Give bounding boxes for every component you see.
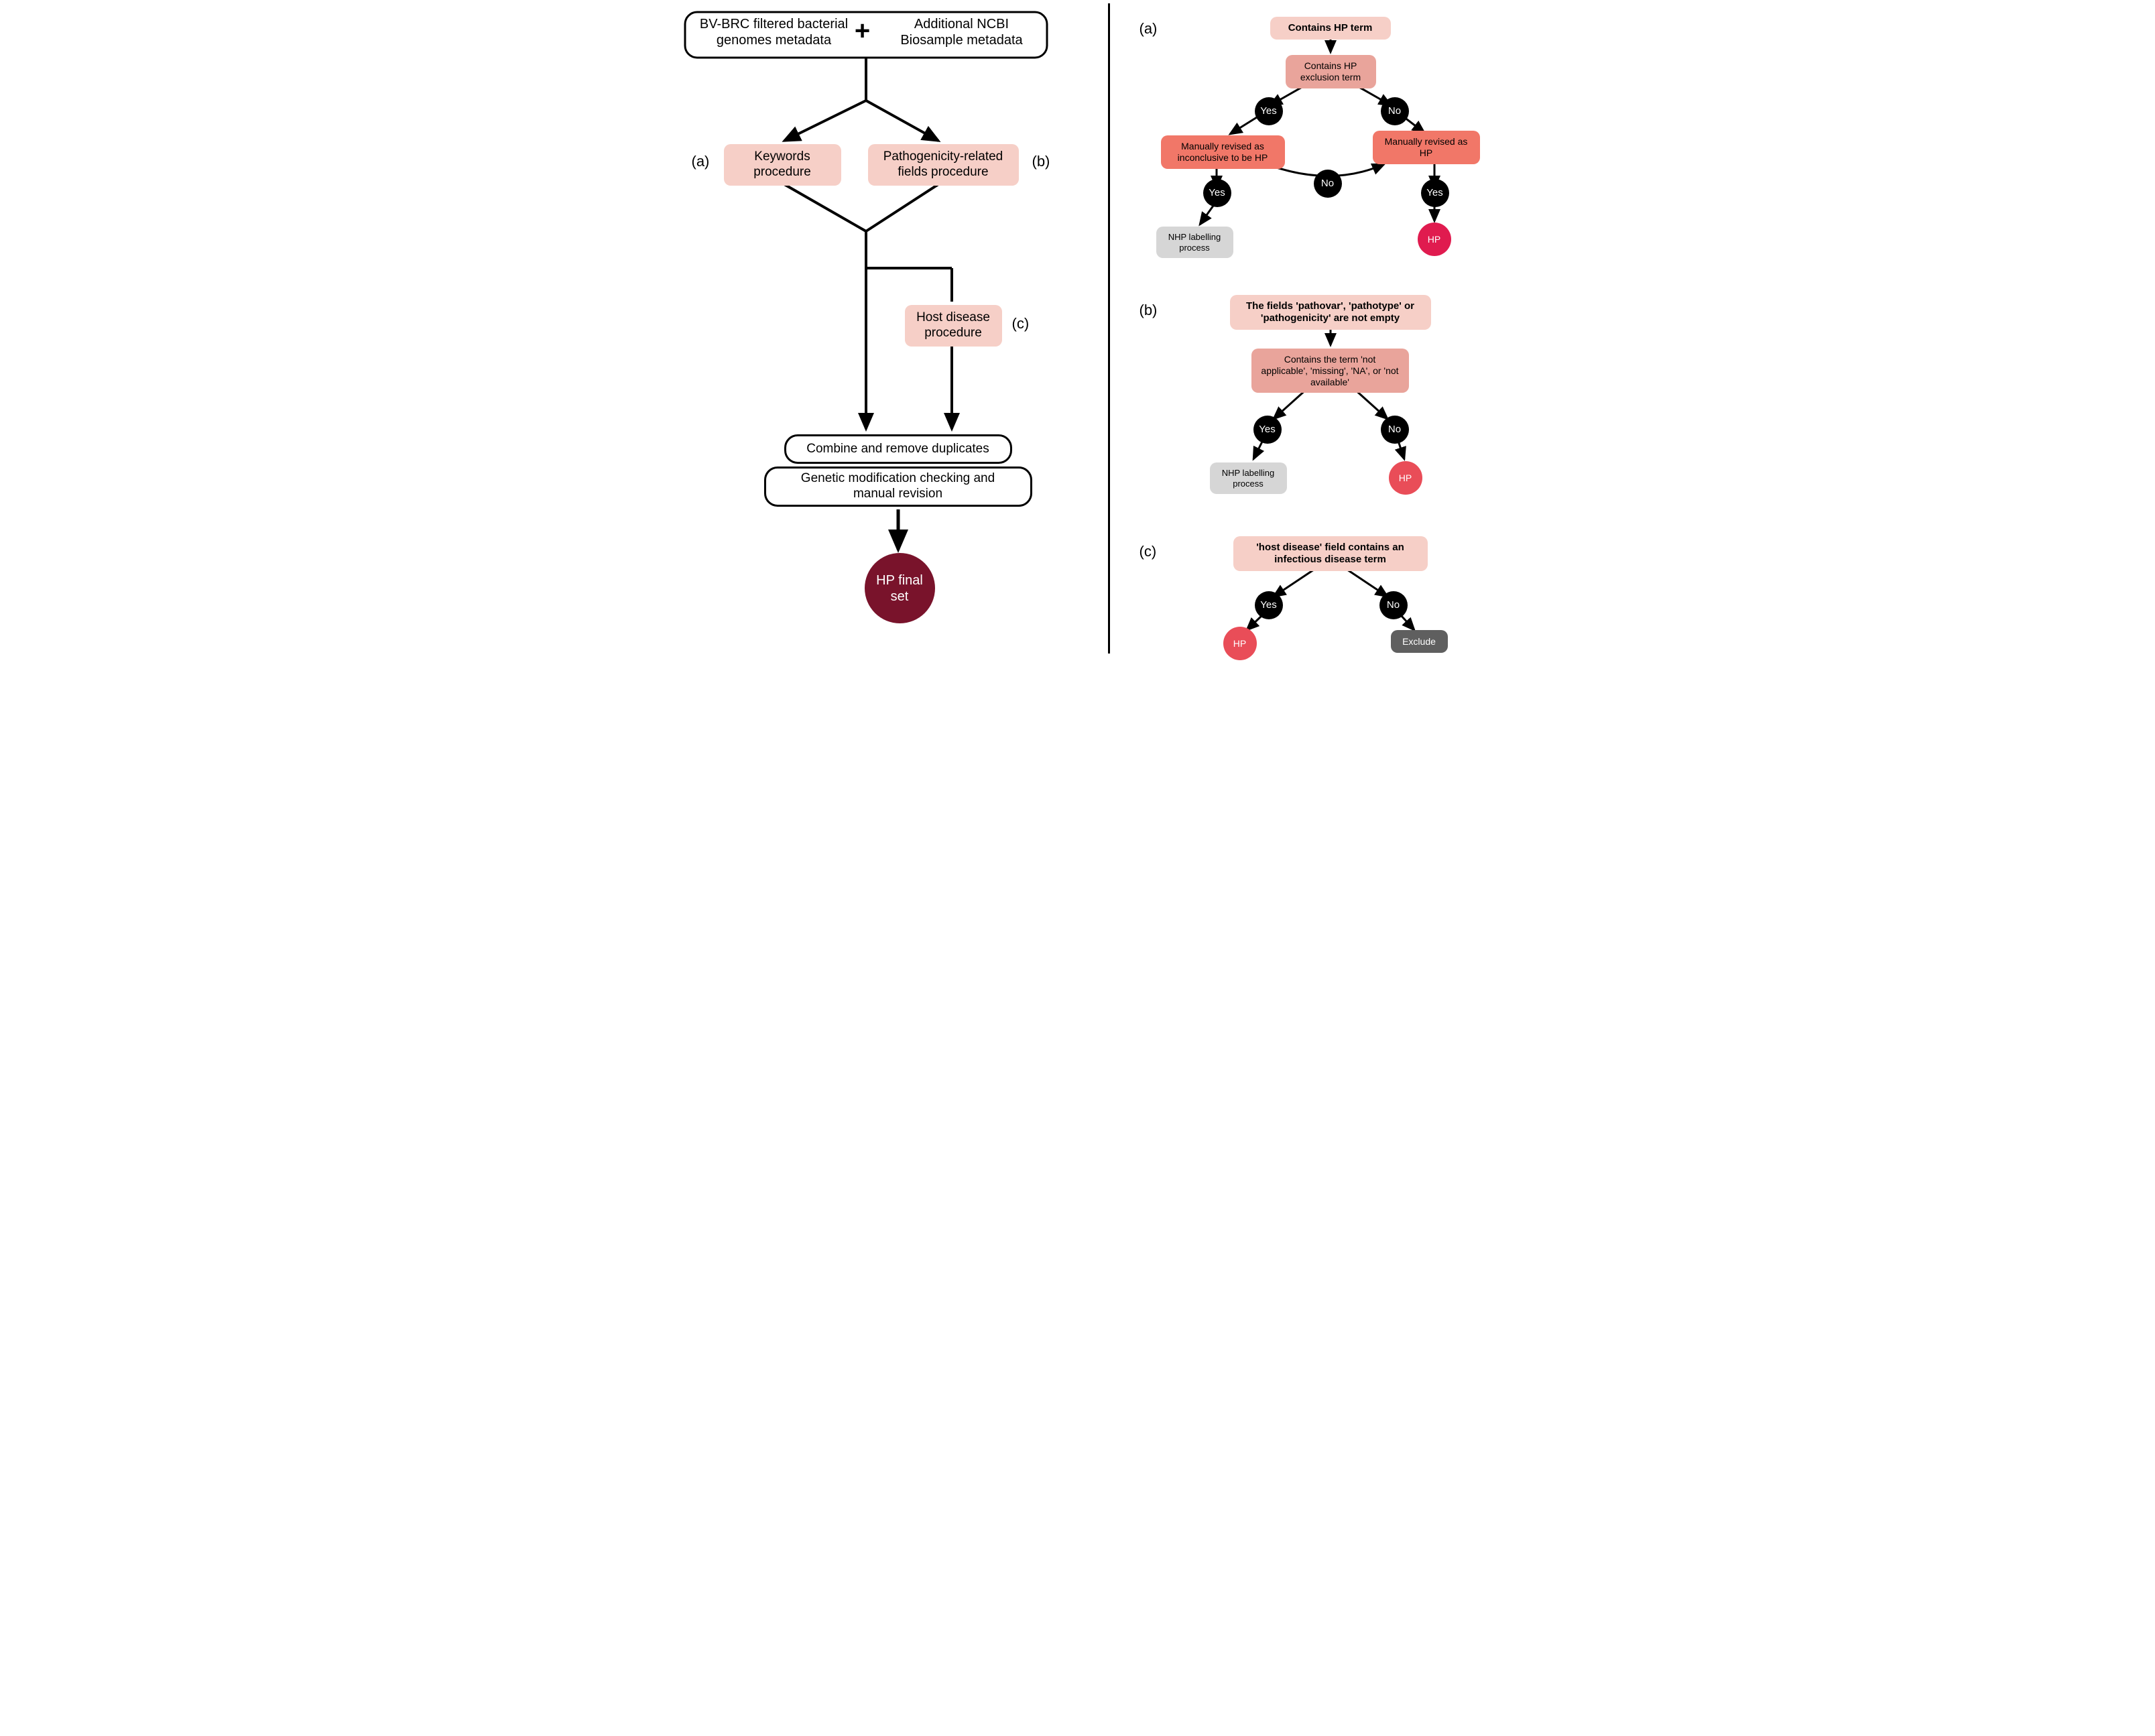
a-yes1-circle: Yes (1255, 97, 1283, 125)
b-yes-circle: Yes (1253, 416, 1282, 444)
figure-container: BV-BRC filtered bacterial genomes metada… (670, 0, 1485, 656)
b-hp-circle: HP (1389, 461, 1422, 495)
a-manual-hp: Manually revised as HP (1373, 131, 1480, 164)
a-manual-inconclusive: Manually revised as inconclusive to be H… (1161, 135, 1285, 169)
c-hp-circle: HP (1223, 627, 1257, 660)
c-no-circle: No (1379, 591, 1408, 619)
c-top-box: 'host disease' field contains an infecti… (1233, 536, 1428, 571)
right-a-label: (a) (1140, 20, 1158, 38)
panel-divider (1108, 3, 1110, 654)
a-contains-hp-term: Contains HP term (1270, 17, 1391, 40)
b-top-box: The fields 'pathovar', 'pathotype' or 'p… (1230, 295, 1431, 330)
b-no-circle: No (1381, 416, 1409, 444)
input-ncbi: Additional NCBI Biosample metadata (885, 16, 1039, 48)
c-yes-circle: Yes (1255, 591, 1283, 619)
left-a-label: (a) (692, 153, 710, 170)
a-hp-circle: HP (1418, 223, 1451, 256)
a-no2-circle: No (1314, 170, 1342, 198)
input-bvbrc: BV-BRC filtered bacterial genomes metada… (690, 16, 858, 48)
b-nhp-box: NHP labelling process (1210, 462, 1287, 494)
a-yes3-circle: Yes (1421, 179, 1449, 207)
host-disease-procedure-box: Host disease procedure (905, 305, 1002, 347)
a-exclusion-term: Contains HP exclusion term (1286, 55, 1376, 88)
a-nhp-box: NHP labelling process (1156, 227, 1233, 258)
genetic-mod-box: Genetic modification checking and manual… (764, 467, 1032, 507)
hp-final-set-circle: HP final set (865, 553, 935, 623)
pathogenicity-procedure-box: Pathogenicity-related fields procedure (868, 144, 1019, 186)
c-exclude-box: Exclude (1391, 630, 1448, 653)
right-c-label: (c) (1140, 543, 1157, 560)
left-b-label: (b) (1032, 153, 1050, 170)
b-mid-box: Contains the term 'not applicable', 'mis… (1251, 349, 1409, 393)
combine-box: Combine and remove duplicates (784, 434, 1012, 464)
a-yes2-circle: Yes (1203, 179, 1231, 207)
plus-symbol: + (846, 15, 879, 47)
a-no1-circle: No (1381, 97, 1409, 125)
right-b-label: (b) (1140, 302, 1158, 319)
left-c-label: (c) (1012, 315, 1030, 332)
keywords-procedure-box: Keywords procedure (724, 144, 841, 186)
